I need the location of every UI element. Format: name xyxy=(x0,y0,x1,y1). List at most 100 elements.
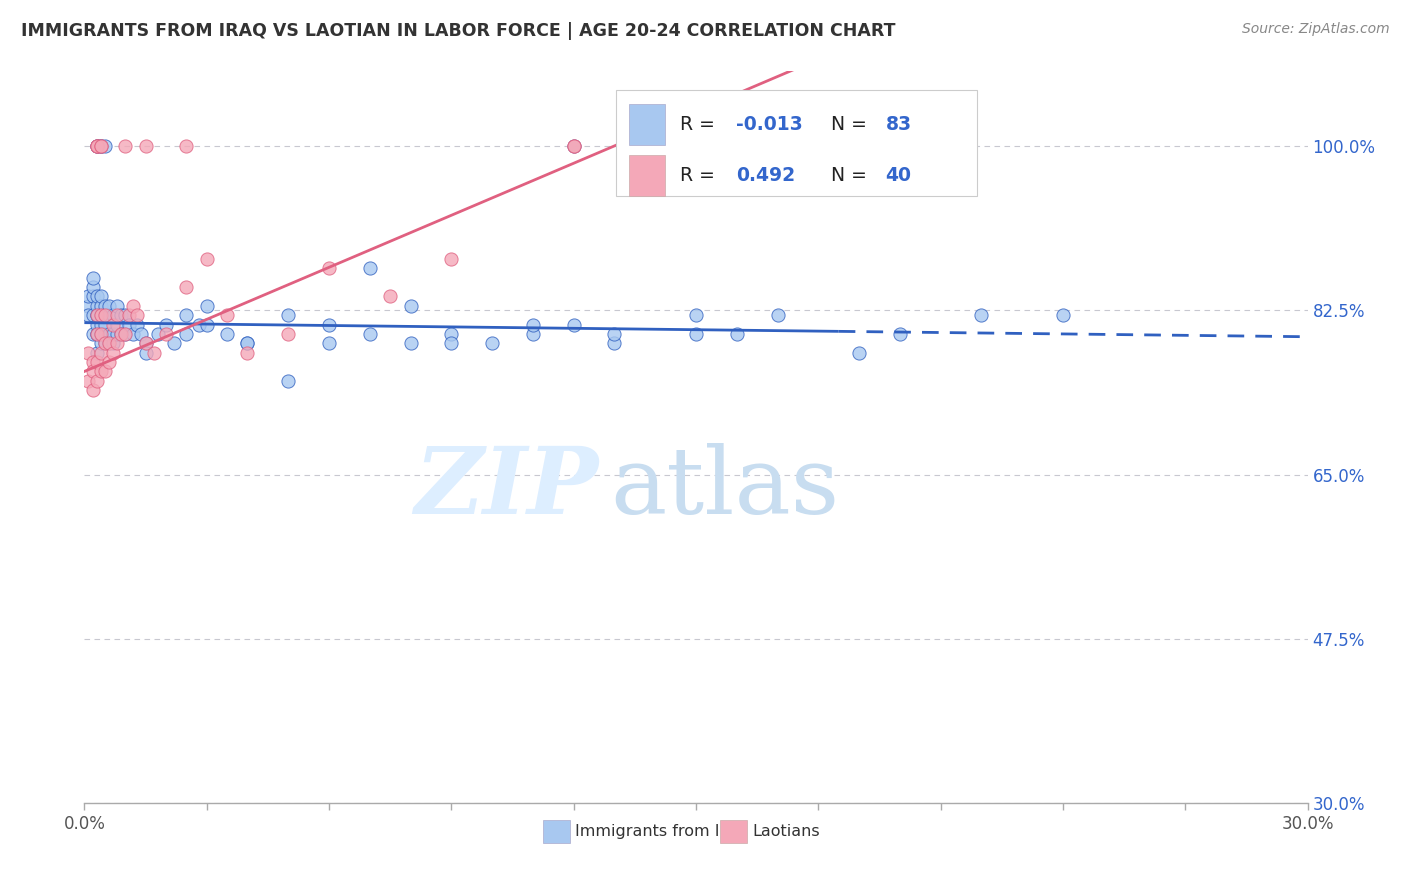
Point xyxy=(665,139,688,153)
Point xyxy=(101,336,124,351)
Point xyxy=(318,336,340,351)
Point xyxy=(380,289,402,303)
Point xyxy=(77,345,100,359)
Point xyxy=(82,383,104,397)
Text: Laotians: Laotians xyxy=(752,824,820,838)
Point xyxy=(665,139,688,153)
Bar xyxy=(543,820,569,843)
Point xyxy=(90,326,112,341)
Text: IMMIGRANTS FROM IRAQ VS LAOTIAN IN LABOR FORCE | AGE 20-24 CORRELATION CHART: IMMIGRANTS FROM IRAQ VS LAOTIAN IN LABOR… xyxy=(21,22,896,40)
Point xyxy=(848,345,870,359)
Point xyxy=(90,336,112,351)
Point xyxy=(725,326,748,341)
Point xyxy=(142,345,165,359)
Point xyxy=(86,345,108,359)
Text: N =: N = xyxy=(831,167,866,186)
Point xyxy=(135,139,157,153)
Point xyxy=(86,326,108,341)
Point xyxy=(93,364,115,378)
Point xyxy=(236,336,259,351)
Point xyxy=(135,336,157,351)
Point xyxy=(77,374,100,388)
Point xyxy=(236,345,259,359)
Point xyxy=(174,308,197,322)
Point xyxy=(90,289,112,303)
Point xyxy=(236,336,259,351)
Point xyxy=(481,336,503,351)
Point xyxy=(86,139,108,153)
Point xyxy=(93,336,115,351)
Point xyxy=(105,318,128,332)
Point xyxy=(93,308,115,322)
Point xyxy=(86,374,108,388)
Point xyxy=(122,299,145,313)
Point xyxy=(82,308,104,322)
Point xyxy=(93,326,115,341)
Point xyxy=(562,318,585,332)
Point xyxy=(359,261,381,276)
Point xyxy=(110,326,132,341)
Point xyxy=(970,308,993,322)
Point xyxy=(110,308,132,322)
Point xyxy=(90,318,112,332)
Point xyxy=(97,336,120,351)
Point xyxy=(90,139,112,153)
Point xyxy=(440,252,463,266)
Point xyxy=(118,318,141,332)
Point xyxy=(195,252,218,266)
Text: Immigrants from Iraq: Immigrants from Iraq xyxy=(575,824,747,838)
Point xyxy=(101,326,124,341)
Point xyxy=(93,336,115,351)
Point xyxy=(195,318,218,332)
Point xyxy=(90,299,112,313)
Point xyxy=(114,308,136,322)
Point xyxy=(86,308,108,322)
Point xyxy=(97,326,120,341)
Point xyxy=(90,139,112,153)
Text: R =: R = xyxy=(681,167,714,186)
Point xyxy=(82,364,104,378)
Point xyxy=(359,326,381,341)
Text: Source: ZipAtlas.com: Source: ZipAtlas.com xyxy=(1241,22,1389,37)
Point xyxy=(603,326,626,341)
Point xyxy=(155,326,177,341)
Point xyxy=(82,280,104,294)
Point xyxy=(217,308,239,322)
Point xyxy=(90,364,112,378)
Point xyxy=(86,326,108,341)
Point xyxy=(105,299,128,313)
Point xyxy=(114,326,136,341)
Point xyxy=(90,308,112,322)
Point xyxy=(522,318,544,332)
Bar xyxy=(720,820,748,843)
Point xyxy=(90,345,112,359)
Point xyxy=(97,308,120,322)
Point xyxy=(318,318,340,332)
Text: ZIP: ZIP xyxy=(413,443,598,533)
Text: atlas: atlas xyxy=(610,443,839,533)
Text: -0.013: -0.013 xyxy=(737,115,803,135)
Point xyxy=(187,318,209,332)
Point xyxy=(217,326,239,341)
Point xyxy=(105,336,128,351)
Point xyxy=(93,308,115,322)
Point xyxy=(562,139,585,153)
Point xyxy=(318,261,340,276)
Point xyxy=(174,139,197,153)
Point xyxy=(86,139,108,153)
Point xyxy=(90,326,112,341)
Point xyxy=(82,289,104,303)
Point xyxy=(562,139,585,153)
Point xyxy=(82,355,104,369)
Point xyxy=(82,270,104,285)
Point xyxy=(105,326,128,341)
Point xyxy=(114,139,136,153)
Text: 83: 83 xyxy=(886,115,911,135)
Point xyxy=(127,318,149,332)
Point xyxy=(440,326,463,341)
Point xyxy=(82,326,104,341)
Point xyxy=(101,345,124,359)
Point xyxy=(86,318,108,332)
Point xyxy=(522,326,544,341)
Bar xyxy=(628,104,665,145)
